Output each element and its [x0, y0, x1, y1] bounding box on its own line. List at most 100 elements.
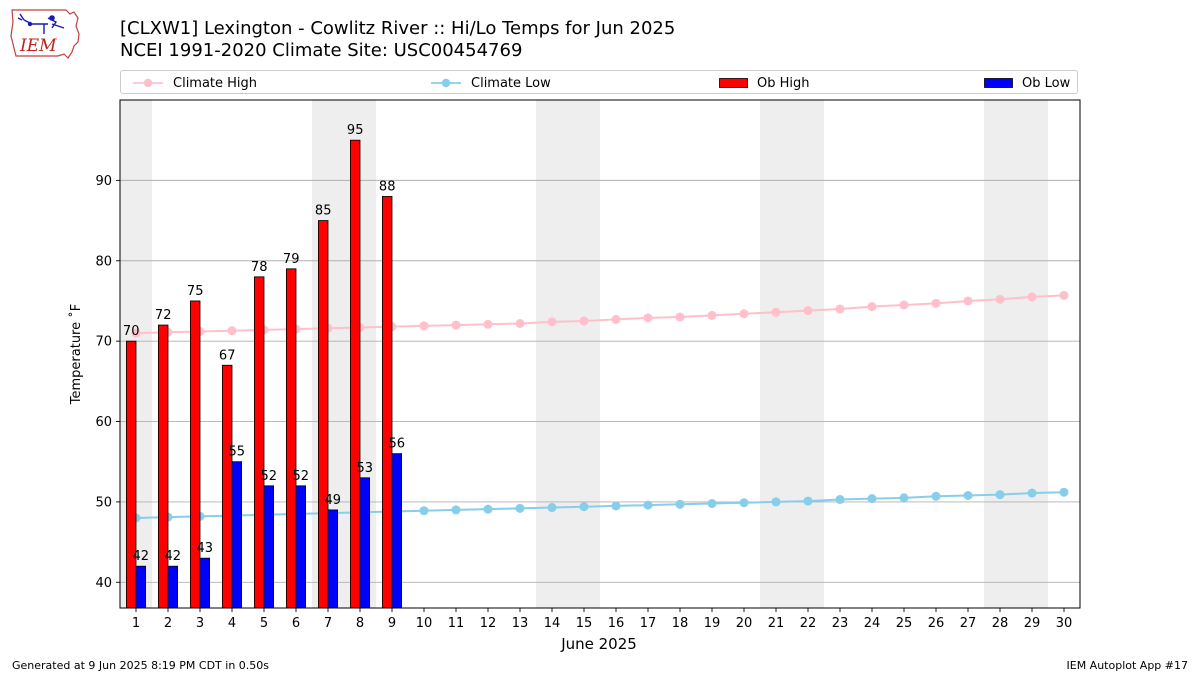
- weekend-band: [120, 100, 152, 608]
- chart-title: [CLXW1] Lexington - Cowlitz River :: Hi/…: [120, 18, 676, 39]
- x-tick-label: 26: [928, 616, 945, 631]
- climate-low-point: [163, 512, 173, 522]
- ob-high-value-label: 85: [315, 204, 332, 219]
- ob-low-value-label: 42: [133, 549, 150, 564]
- climate-low-point: [1027, 488, 1037, 498]
- legend-label-ob-low: Ob Low: [1022, 75, 1071, 91]
- ob-low-value-label: 55: [229, 445, 246, 460]
- climate-low-point: [419, 506, 429, 516]
- legend-item-climate-low: Climate Low: [429, 74, 551, 92]
- ob-high-value-label: 67: [219, 348, 236, 363]
- climate-low-point: [867, 494, 877, 504]
- climate-high-point: [483, 319, 493, 329]
- legend-item-climate-high: Climate High: [131, 74, 257, 92]
- climate-low-marker-icon: [431, 78, 461, 88]
- y-tick-label: 60: [95, 415, 112, 430]
- climate-high-point: [771, 307, 781, 317]
- climate-high-point: [387, 322, 397, 332]
- climate-high-point: [323, 323, 333, 333]
- x-tick-label: 14: [544, 616, 561, 631]
- climate-high-point: [995, 294, 1005, 304]
- ob-high-value-label: 95: [347, 123, 364, 138]
- climate-low-point: [387, 507, 397, 517]
- ob-low-value-label: 52: [293, 469, 310, 484]
- x-tick-label: 16: [608, 616, 625, 631]
- climate-low-point: [739, 498, 749, 508]
- climate-high-point: [803, 306, 813, 316]
- ob-high-value-label: 75: [187, 284, 204, 299]
- climate-high-point: [579, 316, 589, 326]
- ob-low-bar: [295, 485, 307, 609]
- x-tick-label: 27: [960, 616, 977, 631]
- x-tick-label: 19: [704, 616, 721, 631]
- ob-high-bar: [253, 276, 265, 609]
- ob-high-bar: [317, 220, 329, 609]
- x-tick-label: 4: [228, 616, 236, 631]
- legend-label-ob-high: Ob High: [757, 75, 810, 91]
- climate-low-point: [291, 509, 301, 519]
- x-tick-label: 21: [768, 616, 785, 631]
- plot-frame: [119, 99, 1081, 609]
- legend: Climate High Climate Low Ob High Ob Low: [120, 70, 1078, 94]
- ob-low-value-label: 42: [165, 549, 182, 564]
- ob-high-value-label: 88: [379, 179, 396, 194]
- climate-high-point: [163, 327, 173, 337]
- ob-high-bar: [221, 364, 233, 609]
- ob-low-bar: [391, 453, 403, 609]
- y-tick-label: 80: [95, 254, 112, 269]
- ob-high-bar: [349, 139, 361, 609]
- ob-low-bar: [199, 557, 211, 609]
- legend-label-climate-high: Climate High: [173, 75, 258, 91]
- iem-logo: IEM: [10, 9, 80, 59]
- weekend-band: [568, 100, 600, 608]
- x-tick-label: 9: [388, 616, 396, 631]
- climate-low-point: [803, 496, 813, 506]
- ob-low-bar: [167, 565, 179, 609]
- climate-high-point: [1059, 290, 1069, 300]
- ob-low-value-label: 49: [325, 493, 342, 508]
- weekend-band: [760, 100, 792, 608]
- climate-high-point: [963, 296, 973, 306]
- climate-low-point: [1059, 487, 1069, 497]
- climate-low-point: [451, 505, 461, 515]
- legend-item-ob-high: Ob High: [719, 74, 810, 92]
- climate-high-point: [131, 328, 141, 338]
- climate-low-point: [963, 490, 973, 500]
- climate-high-point: [835, 304, 845, 314]
- ob-high-bar: [157, 324, 169, 609]
- climate-high-point: [611, 314, 621, 324]
- climate-low-point: [131, 513, 141, 523]
- chart-subtitle: NCEI 1991-2020 Climate Site: USC00454769: [120, 40, 523, 61]
- ob-low-swatch-icon: [984, 78, 1013, 88]
- x-tick-label: 28: [992, 616, 1009, 631]
- climate-low-point: [931, 491, 941, 501]
- climate-low-point: [259, 510, 269, 520]
- x-tick-label: 8: [356, 616, 364, 631]
- weekend-band: [312, 100, 344, 608]
- climate-high-point: [547, 317, 557, 327]
- legend-label-climate-low: Climate Low: [471, 75, 551, 91]
- y-axis-label: Temperature ˚F: [68, 304, 84, 405]
- climate-high-point: [931, 298, 941, 308]
- ob-high-bar: [126, 340, 137, 609]
- x-tick-label: 6: [292, 616, 300, 631]
- y-tick-label: 70: [95, 335, 112, 350]
- x-tick-label: 25: [896, 616, 913, 631]
- ob-high-value-label: 72: [155, 308, 172, 323]
- x-tick-label: 29: [1024, 616, 1041, 631]
- ob-low-value-label: 56: [389, 437, 406, 452]
- y-tick-label: 90: [95, 174, 112, 189]
- ob-low-bar: [327, 509, 339, 609]
- climate-low-point: [195, 511, 205, 521]
- climate-high-marker-icon: [133, 78, 163, 88]
- climate-high-point: [643, 313, 653, 323]
- x-tick-label: 3: [196, 616, 204, 631]
- weekend-band: [792, 100, 824, 608]
- climate-low-point: [355, 507, 365, 517]
- x-tick-label: 15: [576, 616, 593, 631]
- climate-high-point: [867, 302, 877, 312]
- ob-high-value-label: 79: [283, 252, 300, 267]
- x-tick-label: 18: [672, 616, 689, 631]
- climate-high-point: [195, 326, 205, 336]
- climate-high-point: [355, 322, 365, 332]
